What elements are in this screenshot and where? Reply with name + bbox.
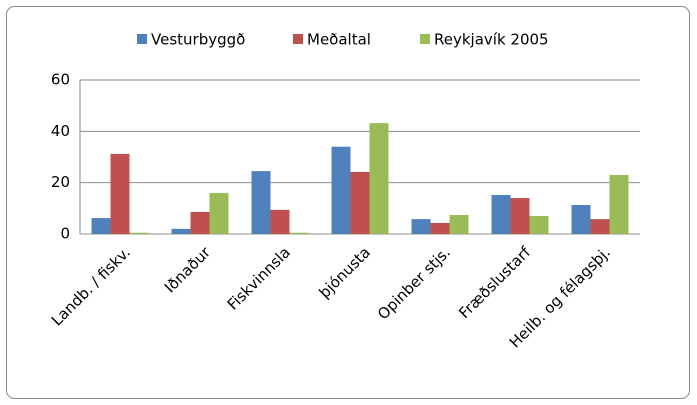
bar (129, 232, 149, 234)
bar (609, 174, 629, 234)
bar (209, 192, 229, 234)
bar (289, 232, 309, 234)
bar (411, 219, 431, 234)
y-tick-label: 40 (51, 122, 70, 140)
bar (91, 218, 111, 234)
bar (430, 222, 450, 234)
bar (590, 219, 610, 234)
bar (369, 123, 389, 234)
legend-label: Vesturbyggð (151, 31, 245, 49)
bar (449, 215, 469, 234)
bar (571, 204, 591, 234)
legend-label: Reykjavík 2005 (434, 31, 549, 49)
bar (251, 171, 271, 234)
bar (350, 171, 370, 234)
y-tick-label: 0 (60, 225, 70, 243)
bar (491, 194, 511, 234)
bar (331, 146, 351, 234)
bar (110, 153, 130, 234)
y-tick-label: 20 (51, 173, 70, 191)
y-tick-label: 60 (51, 71, 70, 89)
bar (171, 228, 191, 234)
bar (270, 209, 290, 234)
legend-swatch (137, 34, 147, 44)
bar (190, 211, 210, 234)
legend-label: Meðaltal (307, 31, 371, 49)
legend-swatch (420, 34, 430, 44)
legend-swatch (293, 34, 303, 44)
bar (510, 198, 530, 234)
bar (529, 216, 549, 234)
